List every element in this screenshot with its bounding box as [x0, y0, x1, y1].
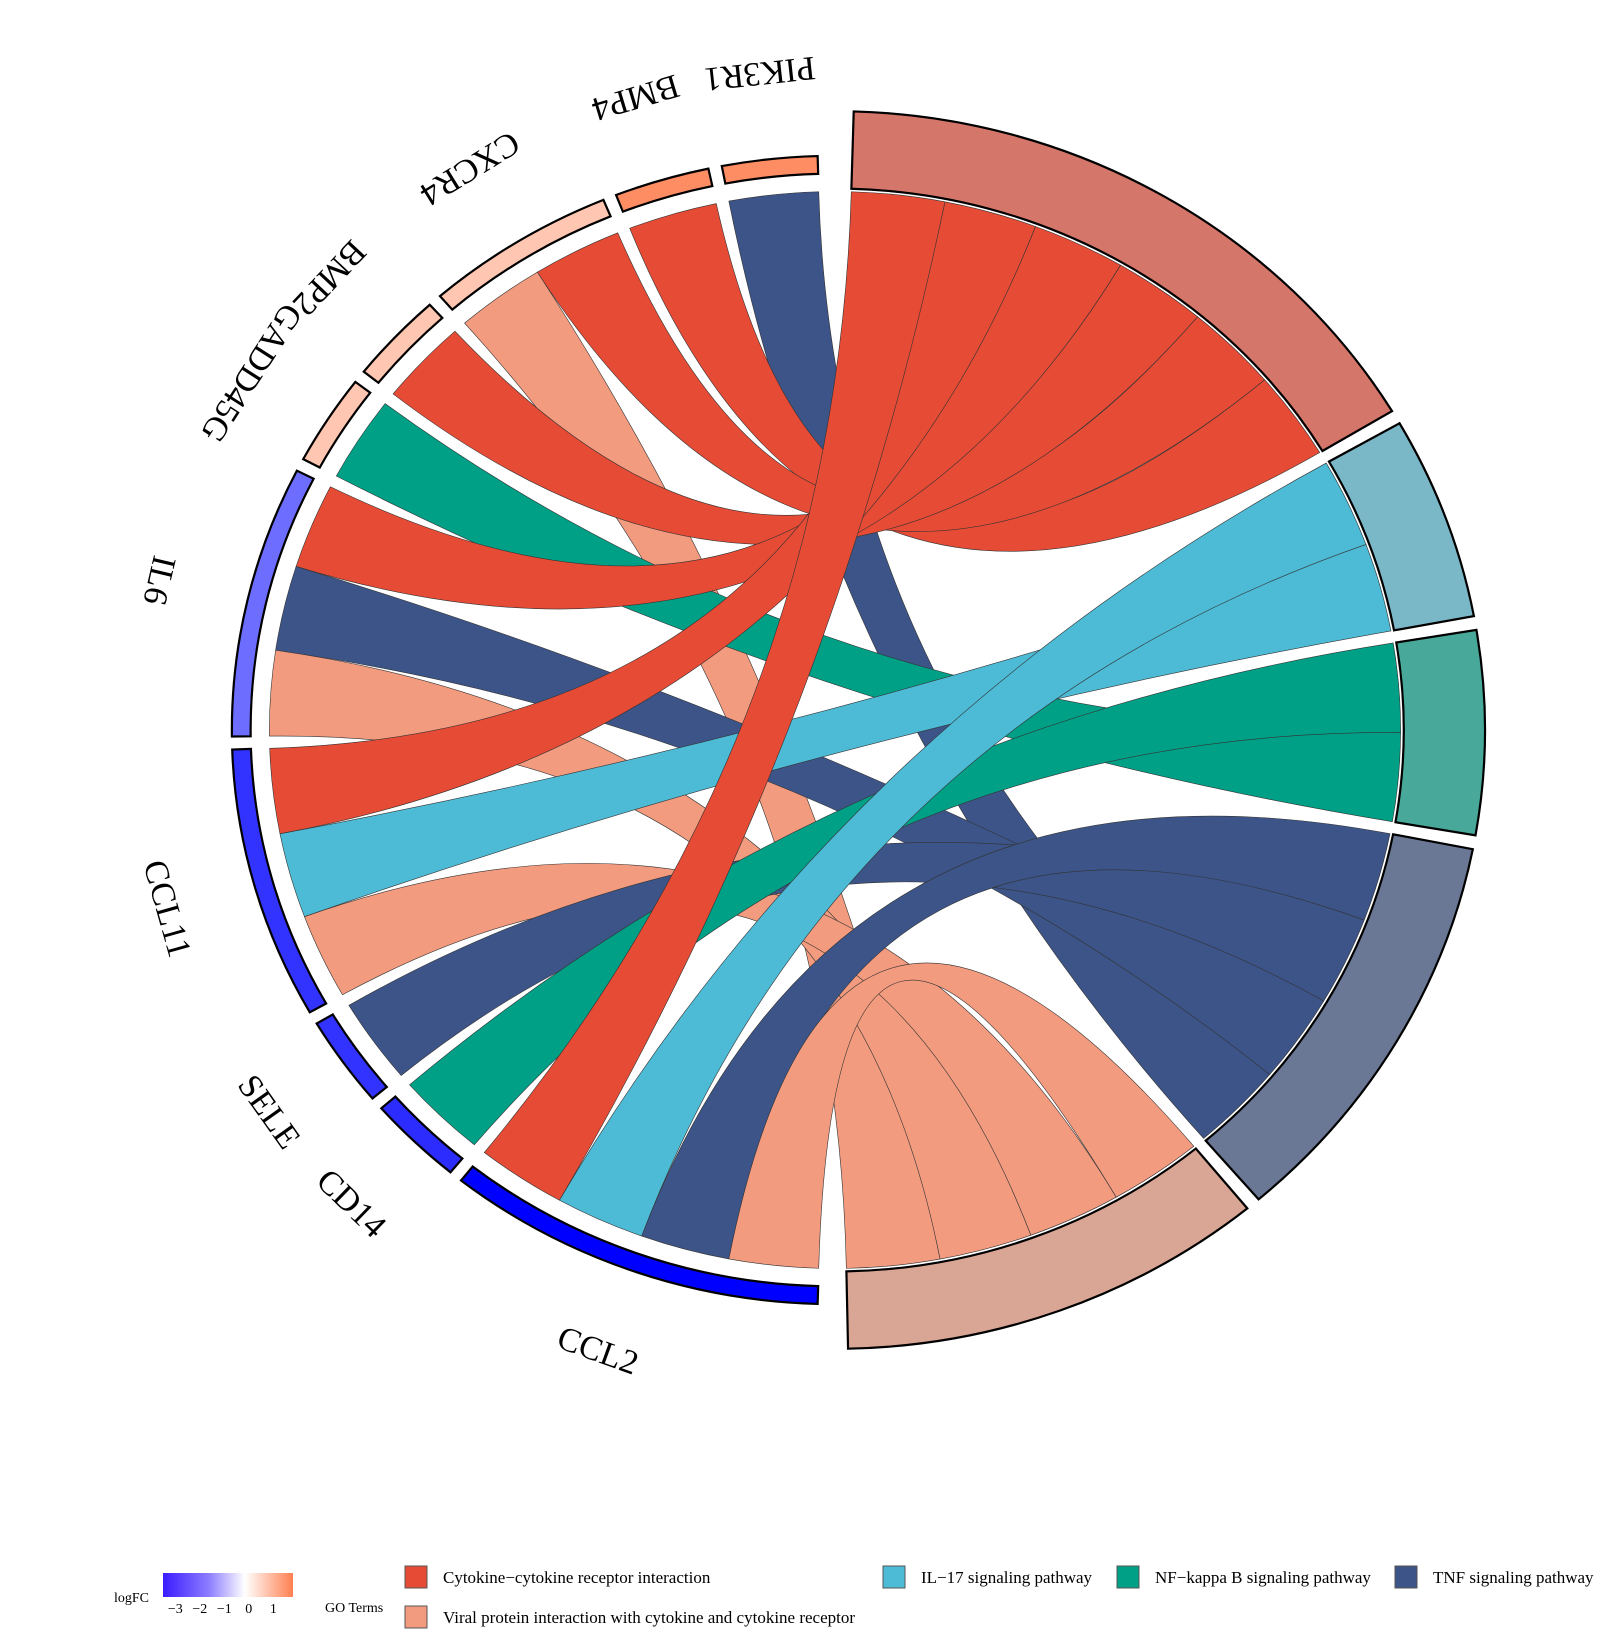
- term-segment: [845, 1147, 1249, 1350]
- ribbon-ccl2: [641, 815, 1391, 1260]
- gene-label-gadd45g: GADD45G: [193, 297, 309, 449]
- gene-label-sele: SELE: [230, 1068, 307, 1156]
- gene-label-cxcr4: CXCR4: [413, 124, 526, 213]
- gene-label-ccl11: CCL11: [136, 856, 198, 961]
- logfc-colorbar: [163, 1573, 293, 1597]
- ribbon-ccl2: [483, 191, 946, 1201]
- legend: logFC −3 −2 −1 0 1 GO Terms Cytokine−cytokin…: [114, 1565, 1594, 1629]
- gene-segment-gadd45g: [301, 380, 372, 469]
- logfc-tick-label: 1: [270, 1602, 277, 1617]
- gene-label-bmp4: BMP4: [588, 67, 684, 128]
- logfc-tick-label: −3: [168, 1602, 183, 1617]
- gene-segment-bmp2: [362, 303, 444, 385]
- legend-swatch: [1116, 1565, 1140, 1589]
- gene-segment-layer: [230, 154, 820, 1306]
- gene-segment-ccl11: [231, 747, 328, 1014]
- term-segment: [1394, 628, 1487, 837]
- gene-segment-ccl2: [459, 1164, 820, 1306]
- ribbon-ccl2: [559, 462, 1367, 1237]
- gene-segment-cxcr4: [438, 198, 613, 312]
- legend-label: NF−kappa B signaling pathway: [1155, 1568, 1371, 1587]
- legend-swatch: [404, 1605, 428, 1629]
- legend-label: Cytokine−cytokine receptor interaction: [443, 1568, 711, 1587]
- logfc-legend-title: logFC: [114, 1591, 149, 1606]
- logfc-ticks: −3 −2 −1 0 1: [168, 1602, 277, 1617]
- gene-label-il6: IL6: [135, 552, 182, 608]
- gene-segment-bmp4: [614, 167, 714, 214]
- logfc-tick-label: −2: [192, 1602, 207, 1617]
- term-segment: [850, 110, 1394, 453]
- logfc-tick-label: −1: [217, 1602, 232, 1617]
- legend-swatch: [404, 1565, 428, 1589]
- term-segment-layer: [845, 110, 1487, 1350]
- logfc-tick-label: 0: [245, 1602, 252, 1617]
- gene-label-cd14: CD14: [309, 1162, 393, 1245]
- ribbon-ccl2: [728, 962, 1195, 1269]
- term-legend-items: Cytokine−cytokine receptor interaction IL…: [404, 1565, 1594, 1629]
- gene-segment-il6: [230, 469, 316, 738]
- term-segment: [1204, 833, 1475, 1201]
- gene-segment-sele: [315, 1012, 389, 1100]
- legend-label: IL−17 signaling pathway: [921, 1568, 1093, 1587]
- gene-label-ccl2: CCL2: [552, 1319, 643, 1382]
- legend-label: Viral protein interaction with cytokine …: [443, 1608, 855, 1627]
- ribbon-layer: [269, 191, 1401, 1269]
- legend-swatch: [1394, 1565, 1418, 1589]
- legend-label: TNF signaling pathway: [1433, 1568, 1594, 1587]
- gene-segment-pik3r1: [720, 154, 820, 185]
- legend-swatch: [882, 1565, 906, 1589]
- term-segment: [1327, 421, 1476, 632]
- gene-segment-cd14: [379, 1095, 464, 1174]
- go-terms-legend-title: GO Terms: [325, 1601, 383, 1616]
- gene-label-pik3r1: PIK3R1: [702, 49, 817, 98]
